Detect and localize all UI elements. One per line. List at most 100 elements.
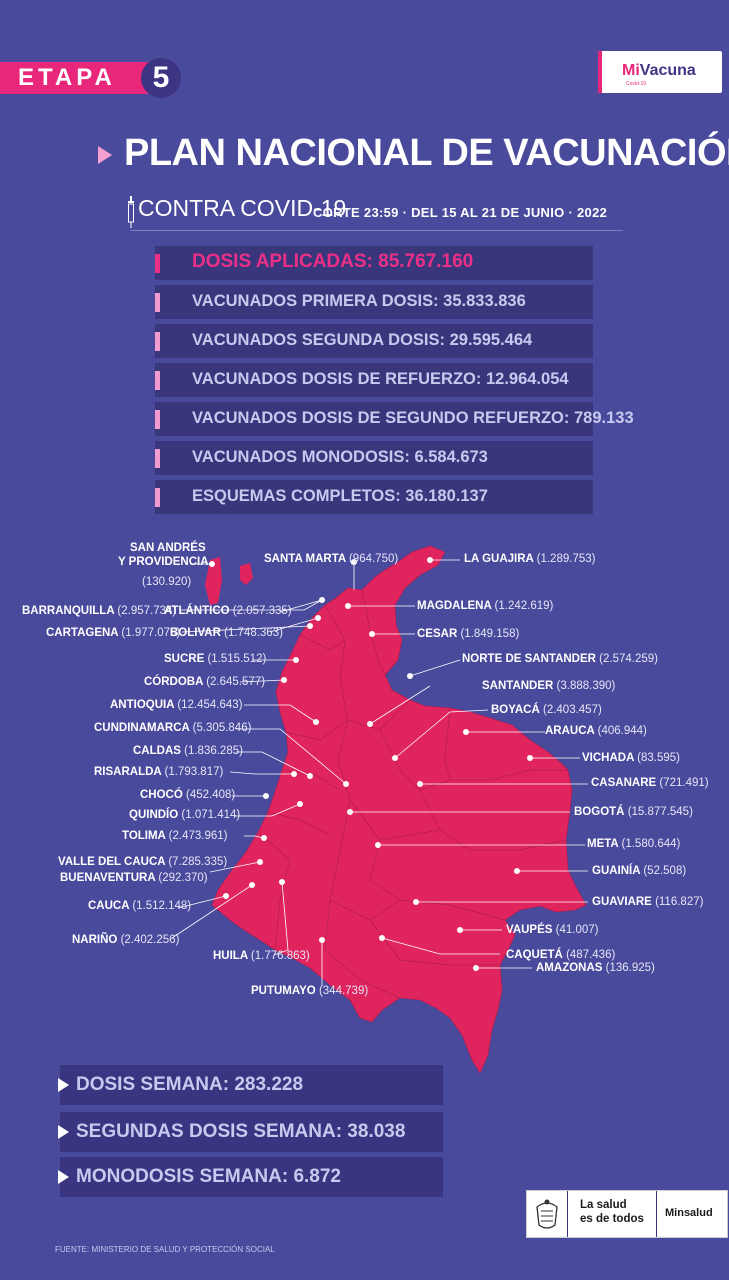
region-name: CARTAGENA [46, 627, 119, 639]
label-magdalena: MAGDALENA (1.242.619) [417, 600, 553, 612]
region-value: (2.403.457) [542, 704, 602, 716]
label-valle-del-cauca: VALLE DEL CAUCA (7.285.335) [58, 856, 227, 868]
region-value: (1.242.619) [494, 600, 554, 612]
stat-bar [155, 371, 160, 390]
region-name: CALDAS [133, 745, 181, 757]
logo-mi: Mi [622, 62, 640, 79]
region-value: (1.580.644) [621, 838, 681, 850]
label-barranquilla: BARRANQUILLA (2.957.734) [22, 605, 176, 617]
region-name: SUCRE [164, 653, 205, 665]
region-name: NARIÑO [72, 934, 118, 946]
syringe-icon [128, 196, 134, 228]
label-bogota: BOGOTÁ (15.877.545) [574, 806, 693, 818]
subtitle: CONTRA COVID-19 [138, 195, 347, 221]
region-value: (964.750) [348, 553, 399, 565]
slogan-line-1: La salud [580, 1199, 627, 1211]
stat-label: VACUNADOS MONODOSIS: 6.584.673 [192, 448, 488, 466]
label-tolima: TOLIMA (2.473.961) [122, 830, 227, 842]
logo-mark [598, 51, 602, 93]
stat-bar [155, 254, 160, 273]
cutoff-date: CORTE 23:59 · DEL 15 AL 21 DE JUNIO · 20… [313, 205, 608, 220]
slogan: La salud es de todos [580, 1198, 644, 1226]
region-value: (3.888.390) [556, 680, 616, 692]
region-name: CÓRDOBA [144, 676, 203, 688]
weekly-label: DOSIS SEMANA: 283.228 [76, 1074, 304, 1095]
label-caldas: CALDAS (1.836.285) [133, 745, 243, 757]
region-name: META [587, 838, 619, 850]
header-divider [130, 230, 623, 231]
region-name: CASANARE [591, 777, 657, 789]
region-name: CAUCA [88, 900, 130, 912]
label-cordoba: CÓRDOBA (2.645.577) [144, 676, 265, 688]
region-value: (1.776.863) [250, 950, 310, 962]
region-value: (1.836.285) [184, 745, 243, 757]
stat-bar [155, 449, 160, 468]
region-name: BOYACÁ [491, 704, 540, 716]
region-value: (2.574.259) [599, 653, 658, 665]
label-santa-marta: SANTA MARTA (964.750) [264, 553, 398, 565]
label-arauca: ARAUCA (406.944) [545, 725, 647, 737]
region-name: VAUPÉS [506, 924, 553, 936]
region-name: PUTUMAYO [251, 985, 316, 997]
source-note: FUENTE: MINISTERIO DE SALUD Y PROTECCIÓN… [55, 1245, 275, 1254]
region-value: (406.944) [597, 725, 647, 737]
slogan-line-2: es de todos [580, 1213, 644, 1225]
label-caqueta: CAQUETÁ (487.436) [506, 949, 615, 961]
location-dots [209, 557, 533, 971]
play-arrow-icon [58, 1170, 69, 1184]
weekly-segundas-dosis: SEGUNDAS DOSIS SEMANA: 38.038 [58, 1112, 443, 1152]
region-value: (2.957.734) [117, 605, 177, 617]
region-name: RISARALDA [94, 766, 162, 778]
region-name: QUINDÍO [129, 809, 179, 821]
region-name: ARAUCA [545, 725, 595, 737]
region-name: SANTA MARTA [264, 553, 346, 565]
region-name: MAGDALENA [417, 600, 492, 612]
stat-label: VACUNADOS DOSIS DE REFUERZO: 12.964.054 [192, 370, 569, 388]
label-vaupes: VAUPÉS (41.007) [506, 924, 599, 936]
title-arrow-icon [98, 146, 112, 164]
stat-label: VACUNADOS DOSIS DE SEGUNDO REFUERZO: 789… [192, 409, 634, 427]
region-value: (2.402.256) [120, 934, 180, 946]
region-value: (41.007) [555, 924, 599, 936]
label-vichada: VICHADA (83.595) [582, 752, 680, 764]
region-value: (5.305.846) [192, 722, 252, 734]
region-value: (1.071.414) [181, 809, 241, 821]
play-arrow-icon [58, 1125, 69, 1139]
logo-divider [656, 1191, 657, 1237]
region-value: (7.285.335) [168, 856, 228, 868]
label-quindio: QUINDÍO (1.071.414) [129, 809, 240, 821]
label-norte-de-santander: NORTE DE SANTANDER (2.574.259) [462, 653, 658, 665]
logo-name: MiVacuna [622, 62, 696, 80]
stat-bar [155, 332, 160, 351]
region-value: (1.793.817) [164, 766, 224, 778]
stat-label: VACUNADOS SEGUNDA DOSIS: 29.595.464 [192, 331, 533, 349]
region-value: (344.739) [318, 985, 369, 997]
region-name: CUNDINAMARCA [94, 722, 190, 734]
providencia-island [240, 563, 253, 585]
region-value: (721.491) [659, 777, 709, 789]
label-casanare: CASANARE (721.491) [591, 777, 709, 789]
region-name: SANTANDER [482, 680, 554, 692]
san-andres-island [205, 557, 222, 605]
weekly-monodosis: MONODOSIS SEMANA: 6.872 [58, 1157, 443, 1197]
region-name: BARRANQUILLA [22, 605, 115, 617]
region-name: BOLIVAR [170, 627, 221, 639]
play-arrow-icon [58, 1078, 69, 1092]
region-value: (83.595) [637, 752, 681, 764]
etapa-bar [0, 62, 160, 94]
region-name: ANTIOQUIA [110, 699, 175, 711]
region-value: (452.408) [186, 789, 236, 801]
weekly-label: SEGUNDAS DOSIS SEMANA: 38.038 [76, 1121, 406, 1142]
region-value: (292.370) [158, 872, 208, 884]
etapa-number: 5 [141, 58, 181, 98]
region-name: AMAZONAS [536, 962, 603, 974]
region-value: (1.748.363) [224, 627, 283, 639]
region-value: (1.512.148) [132, 900, 192, 912]
colombia-crest-icon [536, 1199, 558, 1229]
minsalud-logo: La salud es de todos Minsalud [526, 1190, 728, 1238]
region-value: (1.849.158) [460, 628, 520, 640]
label-guaviare: GUAVIARE (116.827) [592, 896, 703, 908]
region-name: VALLE DEL CAUCA [58, 856, 166, 868]
label-putumayo: PUTUMAYO (344.739) [251, 985, 368, 997]
label-amazonas: AMAZONAS (136.925) [536, 962, 655, 974]
